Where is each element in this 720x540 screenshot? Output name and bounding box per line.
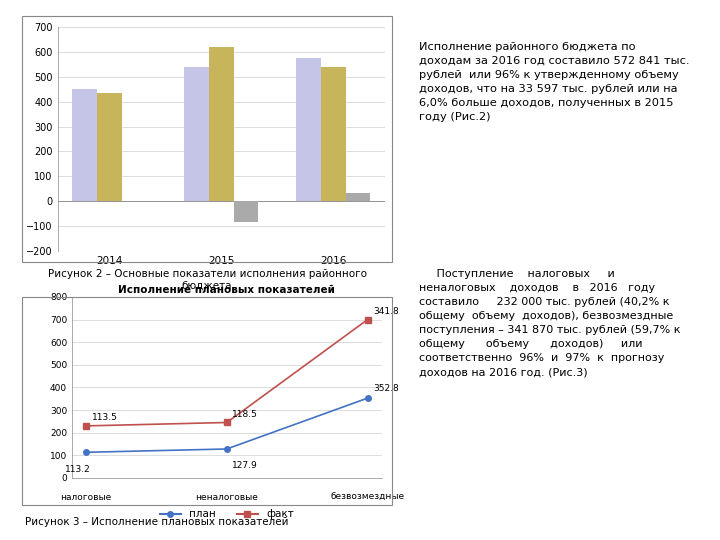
Title: Исполнение плановых показателей: Исполнение плановых показателей [118,285,336,295]
Bar [321,67,346,201]
Bar [297,58,321,201]
Legend: план, факт: план, факт [156,505,298,523]
Bar [346,193,370,201]
Text: 113.5: 113.5 [91,413,117,422]
Bar [184,67,209,201]
Text: Рисунок 2 – Основные показатели исполнения районного
бюджета: Рисунок 2 – Основные показатели исполнен… [48,268,366,291]
Text: 352.8: 352.8 [373,384,399,393]
Text: 113.2: 113.2 [66,465,91,474]
Bar [209,47,234,201]
Bar [97,93,122,201]
Bar [73,89,97,201]
Text: 341.8: 341.8 [373,307,399,316]
Text: Рисунок 3 – Исполнение плановых показателей: Рисунок 3 – Исполнение плановых показате… [25,517,289,527]
Text: 127.9: 127.9 [233,461,258,470]
Text: Исполнение районного бюджета по
доходам за 2016 год составило 572 841 тыс.
рубле: Исполнение районного бюджета по доходам … [419,42,689,122]
Text: Поступление    налоговых     и
неналоговых    доходов    в   2016   году
состави: Поступление налоговых и неналоговых дохо… [419,269,680,377]
Text: 118.5: 118.5 [233,410,258,419]
Bar [234,201,258,222]
